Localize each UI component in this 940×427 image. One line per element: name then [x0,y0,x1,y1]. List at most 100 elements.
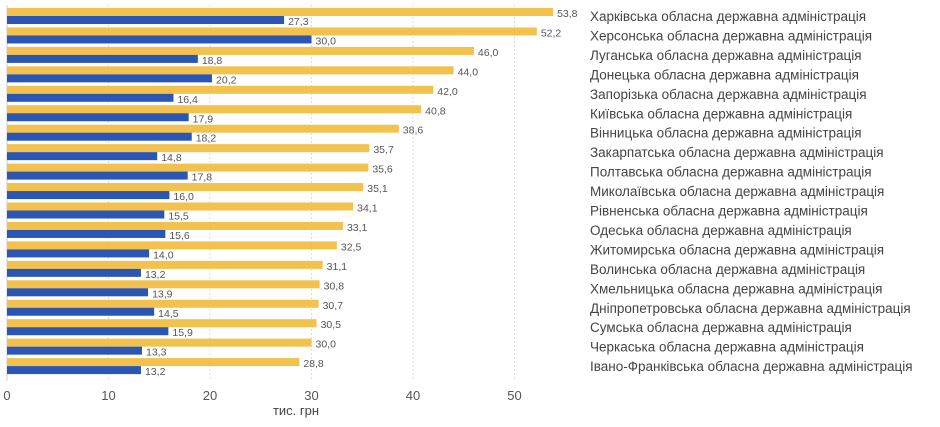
bar-series-1 [7,144,370,153]
bar-series-2 [7,113,189,122]
bar-series-1 [7,280,320,289]
data-label: 33,1 [347,222,368,234]
bar-series-1 [7,124,399,133]
data-label: 30,5 [321,319,342,331]
category-label: Закарпатська обласна державна адміністра… [590,145,884,160]
bar-series-1 [7,8,554,16]
data-label: 44,0 [458,66,479,78]
data-label: 38,6 [403,125,424,137]
category-label: Полтавська обласна державна адміністраці… [590,165,872,180]
bar-series-2 [7,54,198,63]
data-label: 13,9 [152,288,173,300]
data-label: 17,8 [192,172,213,184]
bar-series-2 [7,191,170,200]
data-label: 53,8 [557,8,578,20]
data-label: 46,0 [478,47,499,59]
category-label: Одеська обласна державна адміністрація [590,223,852,238]
category-label: Харківська обласна державна адміністраці… [590,9,866,24]
bar-series-1 [7,299,319,308]
category-label: Вінницька обласна державна адміністрація [590,126,862,141]
data-label: 30,0 [316,339,337,351]
bar-series-1 [7,66,454,75]
x-axis-title: тис. грн [273,403,319,418]
category-label: Сумська обласна державна адміністрація [590,320,852,335]
data-label: 34,1 [357,203,378,215]
data-label: 14,0 [153,249,174,261]
data-label: 32,5 [341,241,362,253]
bar-series-1 [7,338,312,347]
bar-series-1 [7,183,364,192]
bar-series-1 [7,27,537,36]
bar-series-1 [7,319,317,328]
category-labels: Харківська обласна державна адміністраці… [590,9,913,374]
data-label: 35,6 [372,164,393,176]
bar-series-2 [7,152,158,161]
category-label: Волинська обласна державна адміністрація [590,262,865,277]
x-tick-label: 0 [3,388,10,403]
category-label: Житомирська обласна державна адміністрац… [590,242,884,257]
data-label: 16,0 [173,191,194,203]
data-label: 28,8 [303,358,324,370]
bars [7,8,554,375]
bar-series-2 [7,16,285,24]
category-label: Хмельницька обласна державна адміністрац… [590,281,882,296]
bar-series-2 [7,366,141,375]
bar-series-2 [7,229,166,238]
category-label: Київська обласна державна адміністрація [590,106,852,121]
data-label: 40,8 [425,105,446,117]
data-label: 35,1 [367,183,388,195]
bar-series-2 [7,132,192,141]
bar-series-2 [7,268,141,277]
data-label: 18,8 [202,55,223,67]
bar-series-1 [7,221,343,230]
bar-series-1 [7,105,422,114]
bar-series-2 [7,210,165,219]
x-tick-label: 50 [507,388,521,403]
bar-series-1 [7,241,337,250]
bar-series-1 [7,163,369,172]
data-label: 42,0 [437,86,458,98]
bar-series-1 [7,202,354,211]
data-label: 18,2 [196,133,217,145]
category-label: Івано-Франківська обласна державна адмін… [590,359,913,374]
category-label: Луганська обласна державна адміністрація [590,48,862,63]
data-label: 16,4 [177,94,198,106]
category-label: Дніпропетровська обласна державна адміні… [590,301,911,316]
category-label: Миколаївська обласна державна адміністра… [590,184,884,199]
data-label: 17,9 [193,113,214,125]
data-label: 14,8 [161,152,182,164]
data-label: 30,8 [324,280,345,292]
bar-series-2 [7,74,213,83]
bar-series-2 [7,35,312,44]
data-label: 30,7 [323,300,344,312]
bar-series-2 [7,93,174,102]
data-label: 13,2 [145,269,166,281]
category-label: Херсонська обласна державна адміністраці… [590,28,872,43]
category-label: Запорізька обласна державна адміністраці… [590,87,867,102]
bar-series-2 [7,346,142,355]
data-label: 14,5 [158,308,179,320]
data-label: 15,5 [168,211,189,223]
data-label: 30,0 [316,35,337,47]
data-label: 15,9 [172,327,193,339]
data-label: 52,2 [541,27,562,39]
data-label: 31,1 [327,261,348,273]
data-label: 13,2 [145,366,166,378]
data-label: 15,6 [169,230,190,242]
data-label: 35,7 [373,144,394,156]
bar-series-2 [7,288,149,297]
bar-series-1 [7,46,474,55]
category-label: Рівненська обласна державна адміністраці… [590,204,868,219]
data-label: 27,3 [288,16,309,28]
x-tick-label: 30 [304,388,318,403]
bar-series-2 [7,249,150,258]
data-labels: 53,8 27,3 52,2 30,0 46,0 18,8 44,0 20,2 42,0 16,4… [145,8,578,378]
data-label: 20,2 [216,74,237,86]
x-tick-label: 40 [406,388,420,403]
bar-series-2 [7,171,188,180]
category-label: Донецька обласна державна адміністрація [590,67,859,82]
x-tick-label: 10 [101,388,115,403]
bar-series-1 [7,358,300,367]
bar-series-2 [7,327,169,336]
data-label: 13,3 [146,347,167,359]
